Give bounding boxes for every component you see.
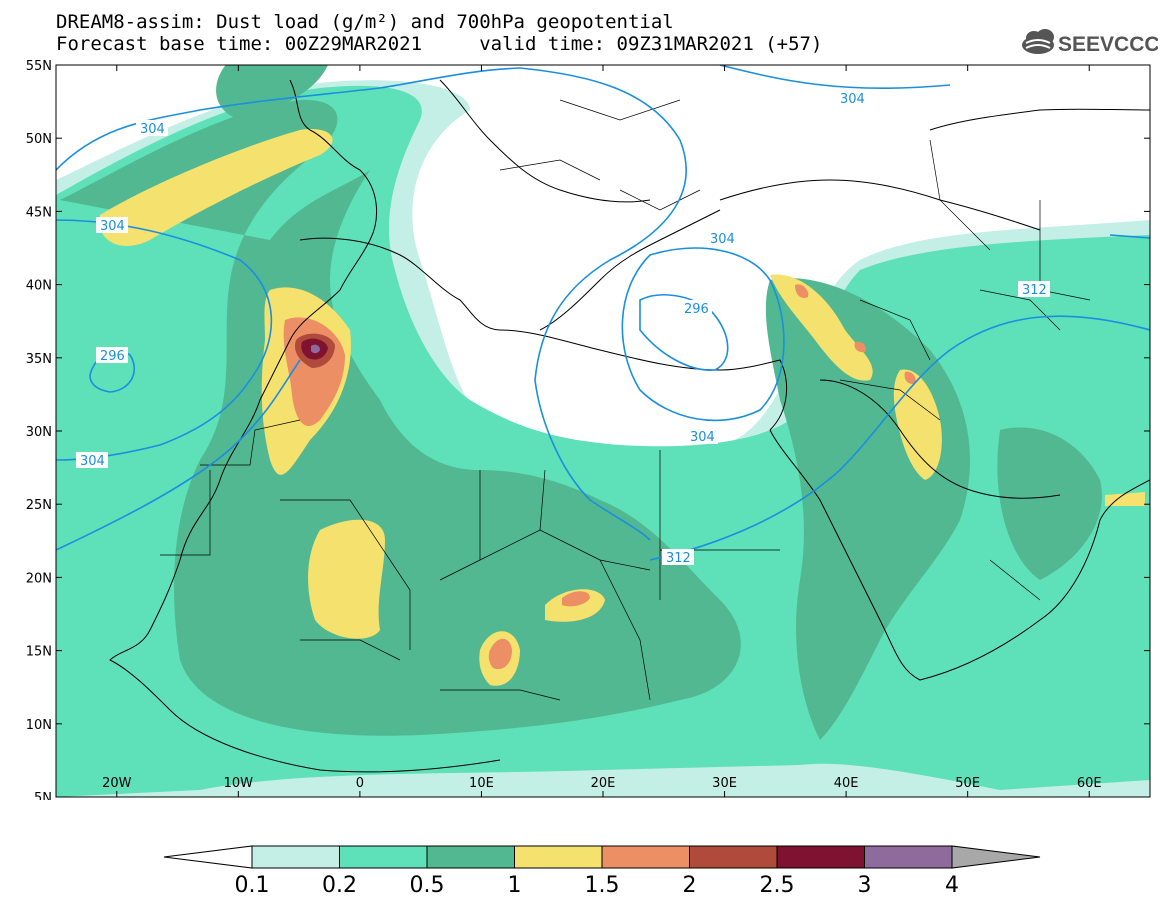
lat-tick-label: 20N xyxy=(26,571,52,586)
lat-tick-label: 55N xyxy=(26,59,52,74)
colorbar-label: 1 xyxy=(508,873,522,898)
latitude-axis: 55N 50N 45N 40N 35N 30N 25N 20N 15N 10N 5N xyxy=(26,59,1150,800)
colorbar-swatch xyxy=(426,845,515,869)
lat-tick-label: 45N xyxy=(26,205,52,220)
colorbar-label: 0.1 xyxy=(235,873,270,898)
seevccc-logo: SEEVCCC xyxy=(1022,29,1158,56)
lon-tick-label: 10W xyxy=(224,776,254,791)
colorbar-upper-extend xyxy=(951,845,1041,869)
lat-tick-label: 15N xyxy=(26,645,52,660)
colorbar-label: 3 xyxy=(858,873,872,898)
lon-tick-label: 60E xyxy=(1077,776,1102,791)
contour-label: 304 xyxy=(840,92,865,107)
lat-tick-label: 10N xyxy=(26,718,52,733)
lat-tick-label: 30N xyxy=(26,425,52,440)
lat-tick-label: 35N xyxy=(26,352,52,367)
contour-label: 296 xyxy=(100,349,125,364)
colorbar-swatch xyxy=(864,845,953,869)
contour-label-boxes xyxy=(76,90,1050,565)
contour-label: 312 xyxy=(1022,283,1047,298)
colorbar-swatch xyxy=(339,845,428,869)
map-title: DREAM8-assim: Dust load (g/m²) and 700hP… xyxy=(56,11,674,33)
coastlines xyxy=(109,79,1150,773)
colorbar-label: 4 xyxy=(945,873,959,898)
lon-tick-label: 40E xyxy=(834,776,859,791)
contour-label: 304 xyxy=(80,454,105,469)
contour-label: 304 xyxy=(140,122,165,137)
country-borders xyxy=(160,99,1091,701)
lon-tick-label: 10E xyxy=(469,776,494,791)
contour-label: 304 xyxy=(100,219,125,234)
colorbar-swatch xyxy=(601,845,690,869)
lat-tick-label: 40N xyxy=(26,279,52,294)
dust-load-map: 304 304 296 304 304 304 296 304 312 312 … xyxy=(26,59,1151,800)
lon-tick-label: 0 xyxy=(356,776,364,791)
contour-label: 304 xyxy=(710,232,735,247)
lat-tick-label: 25N xyxy=(26,498,52,513)
lon-tick-label: 20E xyxy=(591,776,616,791)
colorbar-label: 0.5 xyxy=(410,873,445,898)
lat-tick-label: 5N xyxy=(34,791,52,800)
colorbar-swatch xyxy=(689,845,778,869)
contour-label: 304 xyxy=(690,430,715,445)
colorbar-swatch xyxy=(514,845,603,869)
colorbar-label: 2.5 xyxy=(760,873,795,898)
dust-band-3 xyxy=(311,344,320,354)
lon-tick-label: 50E xyxy=(955,776,980,791)
contour-label: 312 xyxy=(666,551,691,566)
lon-tick-label: 20W xyxy=(102,776,132,791)
cloud-icon xyxy=(1022,29,1054,54)
lon-tick-label: 30E xyxy=(712,776,737,791)
contour-labels: 304 304 296 304 304 304 296 304 312 312 xyxy=(80,92,1047,566)
longitude-axis: 20W 10W 0 10E 20E 30E 40E 50E 60E xyxy=(102,65,1102,797)
logo-text: SEEVCCC xyxy=(1058,33,1158,56)
colorbar-label: 0.2 xyxy=(322,873,357,898)
lat-tick-label: 50N xyxy=(26,132,52,147)
colorbar-swatch xyxy=(251,845,340,869)
colorbar-label: 2 xyxy=(683,873,697,898)
map-subtitle: Forecast base time: 00Z29MAR2021 valid t… xyxy=(56,33,823,55)
colorbar-label: 1.5 xyxy=(585,873,620,898)
contour-label: 296 xyxy=(684,302,709,317)
colorbar-swatch xyxy=(776,845,865,869)
geopotential-contours xyxy=(56,65,1150,561)
colorbar-lower-extend xyxy=(163,845,253,869)
